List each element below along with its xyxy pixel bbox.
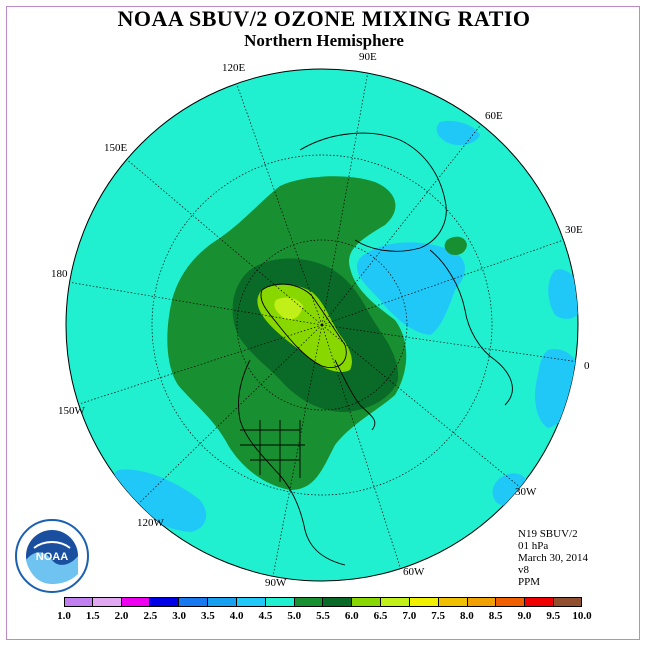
colorbar-swatch <box>92 597 122 607</box>
logo-text: NOAA <box>36 551 68 563</box>
low-ozone-region <box>548 269 578 319</box>
greenland-coast <box>260 283 347 368</box>
colorbar-tick-label: 9.0 <box>517 610 532 622</box>
lon-label-120e: 120E <box>222 62 246 74</box>
colorbar-tick-label: 4.0 <box>229 610 244 622</box>
colorbar-tick-label: 5.0 <box>287 610 302 622</box>
colorbar-swatch <box>323 597 353 607</box>
colorbar-swatch <box>352 597 382 607</box>
lon-label-60w: 60W <box>403 566 425 578</box>
lon-label-30w: 30W <box>515 486 537 498</box>
colorbar-tick-label: 1.0 <box>57 610 71 622</box>
colorbar-tick-label: 1.5 <box>85 610 100 622</box>
colorbar-swatch <box>496 597 526 607</box>
north-america-coast <box>238 359 346 566</box>
units-label: PPM <box>518 576 541 588</box>
colorbar <box>64 597 582 607</box>
map-title: NOAA SBUV/2 OZONE MIXING RATIO <box>117 6 531 31</box>
lon-label-30e: 30E <box>565 224 583 236</box>
colorbar-swatch <box>525 597 555 607</box>
satellite-label: N19 SBUV/2 <box>518 528 578 540</box>
lon-label-150w: 150W <box>58 405 85 417</box>
us-states-grid <box>240 420 305 482</box>
lon-label-90w: 90W <box>265 577 287 589</box>
low-ozone-region <box>436 120 480 146</box>
colorbar-tick-label: 6.5 <box>373 610 388 622</box>
colorbar-tick-label: 3.5 <box>201 610 215 622</box>
lon-label-120w: 120W <box>137 517 164 529</box>
colorbar-tick-label: 4.5 <box>258 610 273 622</box>
pressure-level: 01 hPa <box>518 540 549 552</box>
europe-coast <box>429 249 513 406</box>
colorbar-tick-label: 7.0 <box>402 610 417 622</box>
colorbar-swatch <box>438 597 468 607</box>
figure-frame <box>6 6 640 640</box>
colorbar-swatch <box>208 597 237 607</box>
low-ozone-region <box>113 469 207 532</box>
colorbar-swatch <box>64 597 93 607</box>
colorbar-swatch <box>150 597 180 607</box>
noaa-logo: NOAA <box>15 519 89 593</box>
colorbar-tick-label: 6.0 <box>344 610 359 622</box>
colorbar-tick-label: 8.5 <box>488 610 503 622</box>
map-subtitle: Northern Hemisphere <box>244 31 404 50</box>
ozone-5-5-region <box>444 236 467 255</box>
product-info: N19 SBUV/2 01 hPa March 30, 2014 v8 PPM <box>518 528 588 588</box>
date-label: March 30, 2014 <box>518 552 588 564</box>
version-label: v8 <box>518 564 529 576</box>
colorbar-swatch <box>381 597 410 607</box>
colorbar-tick-label: 3.0 <box>172 610 186 622</box>
colorbar-tick-label: 8.0 <box>460 610 474 622</box>
canadian-islands <box>334 359 376 431</box>
lon-label-60e: 60E <box>485 110 503 122</box>
lon-label-90e: 90E <box>359 51 377 63</box>
colorbar-swatch <box>294 597 324 607</box>
colorbar-tick-label: 2.0 <box>114 610 129 622</box>
colorbar-swatch <box>121 597 151 607</box>
colorbar-swatch <box>179 597 209 607</box>
lon-label-0: 0 <box>584 360 590 372</box>
colorbar-ticks: 1.0 1.5 2.0 2.5 3.0 3.5 4.0 4.5 5.0 5.5 6.0 6.5 7.0 7… <box>0 610 648 624</box>
colorbar-swatch <box>554 597 582 607</box>
colorbar-tick-label: 5.5 <box>316 610 330 622</box>
colorbar-tick-label: 9.5 <box>546 610 561 622</box>
asia-coast <box>299 132 447 252</box>
ozone-7-0-region <box>274 297 303 320</box>
colorbar-tick-label: 10.0 <box>572 610 592 622</box>
low-ozone-region <box>356 242 465 335</box>
colorbar-tick-label: 7.5 <box>431 610 445 622</box>
colorbar-swatch <box>467 597 497 607</box>
lon-label-180: 180 <box>51 268 68 280</box>
colorbar-swatch <box>265 597 295 607</box>
colorbar-tick-label: 2.5 <box>143 610 158 622</box>
colorbar-swatch <box>236 597 266 607</box>
low-ozone-region <box>535 349 578 428</box>
lon-label-150e: 150E <box>104 142 128 154</box>
colorbar-swatch <box>409 597 439 607</box>
